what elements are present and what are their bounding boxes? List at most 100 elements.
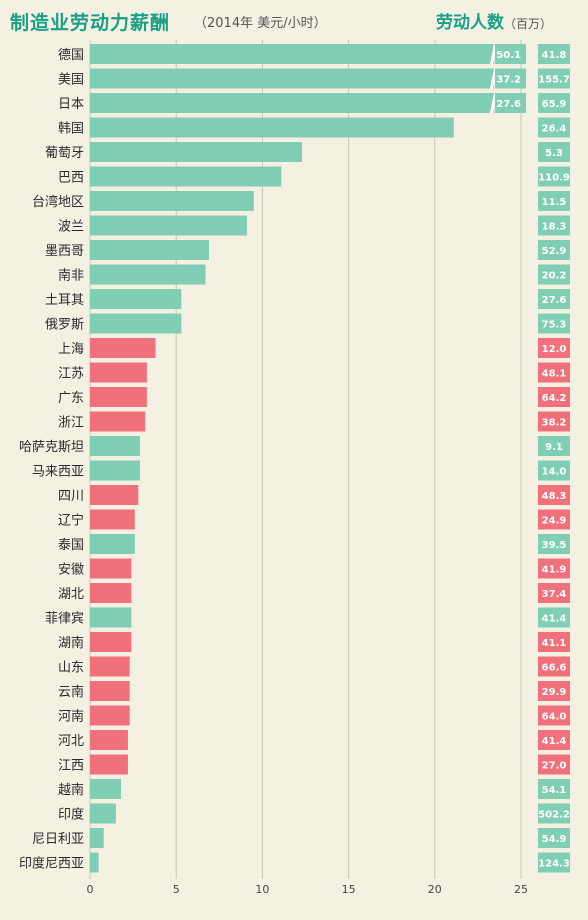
bar: [90, 730, 128, 750]
worker-count-box: [538, 264, 570, 285]
worker-count-value: 54.9: [542, 834, 567, 845]
worker-count-box: [538, 828, 570, 848]
bar: [90, 534, 135, 554]
worker-count-value: 14.0: [542, 467, 567, 478]
worker-count-value: 11.5: [542, 197, 567, 208]
worker-count-value: 41.8: [542, 50, 567, 61]
worker-count-box: [538, 142, 570, 162]
bar: [90, 509, 135, 530]
worker-count-value: 41.1: [542, 638, 567, 649]
worker-count-value: 20.2: [542, 271, 567, 282]
worker-count-value: 65.9: [542, 99, 567, 110]
chart-title: 制造业劳动力薪酬: [10, 12, 171, 34]
worker-count-value: 37.4: [542, 589, 567, 600]
bar: [90, 607, 132, 628]
bar-value-label: 27.6: [496, 99, 521, 110]
bar: [90, 460, 140, 481]
category-label: 江西: [58, 759, 84, 774]
worker-count-box: [538, 460, 570, 481]
bar: [90, 68, 494, 89]
worker-count-box: [538, 240, 570, 260]
worker-count-value: 12.0: [542, 344, 567, 355]
worker-count-value: 110.9: [538, 173, 570, 184]
bar: [90, 754, 128, 775]
worker-count-box: [538, 289, 570, 309]
worker-count-unit: （百万）: [504, 17, 553, 31]
category-label: 菲律宾: [45, 611, 84, 627]
worker-count-box: [538, 191, 570, 211]
category-label: 土耳其: [45, 293, 84, 308]
worker-count-box: [538, 44, 570, 64]
category-label: 美国: [58, 73, 84, 88]
x-tick-label: 0: [87, 883, 94, 896]
worker-count-value: 66.6: [542, 663, 567, 674]
bar: [90, 411, 146, 432]
category-label: 尼日利亚: [32, 832, 84, 847]
bar: [90, 583, 132, 603]
worker-count-box: [538, 215, 570, 236]
worker-count-value: 39.5: [542, 540, 567, 551]
worker-count-box: [538, 705, 570, 726]
worker-count-value: 26.4: [542, 124, 567, 135]
worker-count-box: [538, 803, 570, 824]
bar: [90, 313, 182, 334]
category-label: 湖北: [58, 587, 84, 602]
bar: [90, 705, 130, 726]
header: 制造业劳动力薪酬 （2014年 美元/小时） 劳动人数（百万）: [0, 0, 588, 40]
bar: [90, 240, 209, 260]
bar: [90, 264, 206, 285]
bar: [90, 803, 116, 824]
worker-count-box: [538, 607, 570, 628]
worker-count-box: [538, 852, 570, 873]
bar-value-label: 50.1: [496, 50, 521, 61]
worker-count-value: 54.1: [542, 785, 567, 796]
worker-count-value: 64.2: [542, 393, 567, 404]
category-label: 俄罗斯: [45, 318, 84, 333]
bar: [90, 558, 132, 579]
category-label: 湖南: [58, 635, 84, 651]
worker-count-box: [538, 387, 570, 407]
bar-continuation: [495, 93, 526, 113]
worker-count-value: 27.0: [542, 761, 567, 772]
bar: [90, 828, 104, 848]
worker-count-box: [538, 730, 570, 750]
category-label: 哈萨克斯坦: [19, 440, 84, 455]
bar: [90, 362, 147, 383]
worker-count-value: 48.1: [542, 369, 567, 380]
bar: [90, 166, 282, 187]
chart-subtitle: （2014年 美元/小时）: [194, 16, 327, 31]
worker-count-box: [538, 558, 570, 579]
worker-count-heading: 劳动人数: [436, 13, 504, 33]
worker-count-box: [538, 485, 570, 505]
category-label: 辽宁: [58, 513, 84, 529]
bar: [90, 632, 132, 652]
category-label: 德国: [58, 48, 84, 63]
category-label: 日本: [58, 97, 84, 112]
category-label: 波兰: [58, 220, 84, 235]
worker-count-value: 124.3: [538, 859, 570, 870]
worker-count-value: 155.7: [538, 75, 570, 86]
worker-count-box: [538, 362, 570, 383]
x-tick-label: 10: [255, 883, 269, 896]
worker-count-box: [538, 411, 570, 432]
x-tick-label: 20: [428, 883, 442, 896]
worker-count-box: [538, 681, 570, 701]
worker-count-value: 29.9: [542, 687, 567, 698]
worker-count-value: 18.3: [542, 222, 567, 233]
bar: [90, 289, 182, 309]
bar: [90, 191, 254, 211]
worker-count-value: 64.0: [542, 712, 567, 723]
bar: [90, 852, 99, 873]
x-tick-label: 15: [342, 883, 356, 896]
category-label: 四川: [58, 489, 84, 504]
worker-count-value: 41.9: [542, 565, 567, 576]
worker-count-box: [538, 632, 570, 652]
worker-count-value: 41.4: [542, 614, 567, 625]
category-label: 浙江: [58, 416, 84, 431]
bar-continuation: [495, 68, 526, 89]
worker-count-value: 24.9: [542, 516, 567, 527]
worker-count-box: [538, 313, 570, 334]
worker-count-title: 劳动人数（百万）: [436, 8, 552, 33]
x-tick-label: 5: [173, 883, 180, 896]
